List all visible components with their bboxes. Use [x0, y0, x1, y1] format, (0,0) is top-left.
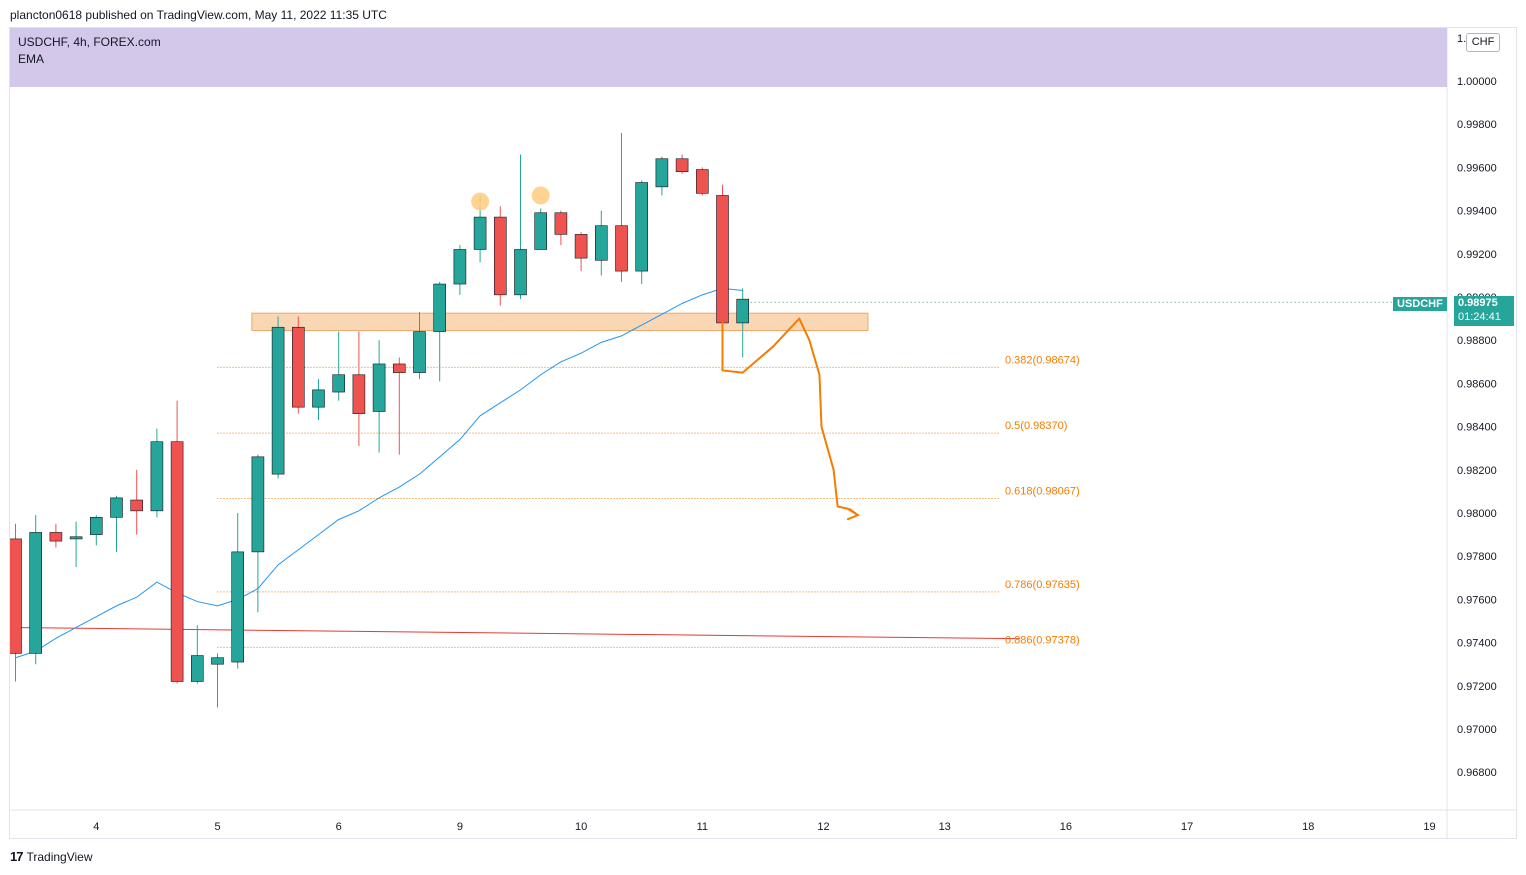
- chart-frame: [9, 27, 1517, 839]
- bullish-candle: [69, 536, 83, 540]
- bearish-candle: [392, 363, 406, 373]
- price-tick-label: 0.97800: [1457, 551, 1497, 563]
- legend-indicator[interactable]: EMA: [18, 52, 45, 66]
- circle-marker: [471, 192, 490, 211]
- price-tick-label: 0.96800: [1457, 767, 1497, 779]
- time-tick-label: 6: [336, 821, 342, 833]
- bearish-candle: [574, 234, 588, 259]
- time-tick-label: 16: [1060, 821, 1072, 833]
- last-price-box: 0.98975 01:24:41: [1454, 296, 1514, 326]
- time-tick-label: 11: [697, 821, 708, 833]
- bearish-candle: [675, 158, 689, 173]
- time-tick-label: 12: [817, 821, 829, 833]
- price-tick-label: 0.98600: [1457, 378, 1497, 390]
- bullish-candle: [312, 389, 325, 408]
- last-price-label: USDCHF 0.98975 01:24:41: [1393, 296, 1514, 326]
- time-tick-label: 4: [93, 821, 99, 833]
- bullish-candle: [191, 655, 204, 682]
- circle-marker: [531, 186, 550, 205]
- bullish-candle: [231, 551, 244, 663]
- price-tick-label: 0.98000: [1457, 508, 1497, 520]
- bullish-candle: [594, 225, 608, 261]
- bullish-candle: [635, 182, 649, 272]
- bullish-candle: [251, 456, 265, 553]
- price-tick-label: 0.97200: [1457, 681, 1497, 693]
- bullish-candle: [514, 249, 527, 296]
- bearish-candle: [170, 441, 184, 682]
- bullish-candle: [110, 497, 123, 518]
- time-tick-label: 5: [214, 821, 220, 833]
- resistance-zone: [251, 312, 869, 331]
- bullish-candle: [150, 441, 164, 512]
- price-tick-label: 0.99400: [1457, 206, 1497, 218]
- price-tick-label: 1.00000: [1457, 76, 1497, 88]
- bullish-candle: [655, 158, 669, 188]
- tradingview-logo: 17: [10, 849, 24, 864]
- fib-level-label: 0.886(0.97378): [1005, 634, 1080, 646]
- bullish-candle: [473, 216, 487, 250]
- legend-band: [10, 28, 1447, 87]
- time-tick-label: 19: [1423, 821, 1435, 833]
- bearish-candle: [49, 532, 63, 542]
- bearish-candle: [352, 374, 366, 414]
- bullish-candle: [271, 326, 285, 475]
- plot-area[interactable]: [10, 132, 1448, 708]
- fib-level-label: 0.5(0.98370): [1005, 420, 1067, 432]
- time-tick-label: 13: [939, 821, 951, 833]
- bullish-candle: [453, 249, 467, 285]
- price-tick-label: 0.97600: [1457, 594, 1497, 606]
- bullish-candle: [736, 298, 750, 324]
- footer[interactable]: 17 TradingView: [10, 849, 93, 864]
- bearish-candle: [615, 225, 628, 272]
- currency-button[interactable]: CHF: [1466, 33, 1500, 52]
- time-tick-label: 17: [1181, 821, 1193, 833]
- ema-long-line: [10, 626, 1021, 640]
- bullish-candle: [211, 657, 224, 665]
- price-tick-label: 0.99800: [1457, 119, 1497, 131]
- publisher-header: plancton0618 published on TradingView.co…: [10, 8, 387, 22]
- price-tick-label: 0.97400: [1457, 638, 1497, 650]
- projection-path: [721, 317, 859, 517]
- bullish-candle: [90, 517, 103, 535]
- bullish-candle: [413, 331, 426, 373]
- time-tick-label: 10: [575, 821, 587, 833]
- legend-symbol[interactable]: USDCHF, 4h, FOREX.com: [18, 35, 161, 49]
- bearish-candle: [554, 212, 568, 235]
- bearish-candle: [695, 169, 709, 194]
- bearish-candle: [130, 499, 143, 512]
- price-tick-label: 0.98800: [1457, 335, 1497, 347]
- price-tick-label: 0.97000: [1457, 724, 1497, 736]
- price-tick-label: 0.99200: [1457, 249, 1497, 261]
- bullish-candle: [433, 283, 447, 332]
- bearish-candle: [10, 538, 22, 654]
- bearish-candle: [493, 216, 507, 296]
- price-tick-label: 0.98400: [1457, 422, 1497, 434]
- bar-countdown: 01:24:41: [1458, 311, 1501, 323]
- ema-line: [15, 287, 743, 659]
- fib-level-label: 0.786(0.97635): [1005, 579, 1080, 591]
- time-tick-label: 18: [1302, 821, 1314, 833]
- bearish-candle: [291, 326, 305, 408]
- time-tick-label: 9: [457, 821, 463, 833]
- price-tick-label: 0.98200: [1457, 465, 1497, 477]
- bullish-candle: [372, 363, 386, 412]
- bullish-candle: [332, 374, 346, 393]
- projection-arrowhead: [846, 508, 860, 521]
- tradingview-brand: TradingView: [26, 849, 93, 864]
- price-tick-label: 0.99600: [1457, 162, 1497, 174]
- last-price-value: 0.98975: [1458, 297, 1498, 309]
- fib-level-label: 0.382(0.98674): [1005, 354, 1080, 366]
- bearish-candle: [716, 195, 729, 324]
- bullish-candle: [534, 212, 548, 250]
- bullish-candle: [29, 532, 43, 654]
- fib-level-label: 0.618(0.98067): [1005, 486, 1080, 498]
- last-price-symbol: USDCHF: [1393, 297, 1447, 311]
